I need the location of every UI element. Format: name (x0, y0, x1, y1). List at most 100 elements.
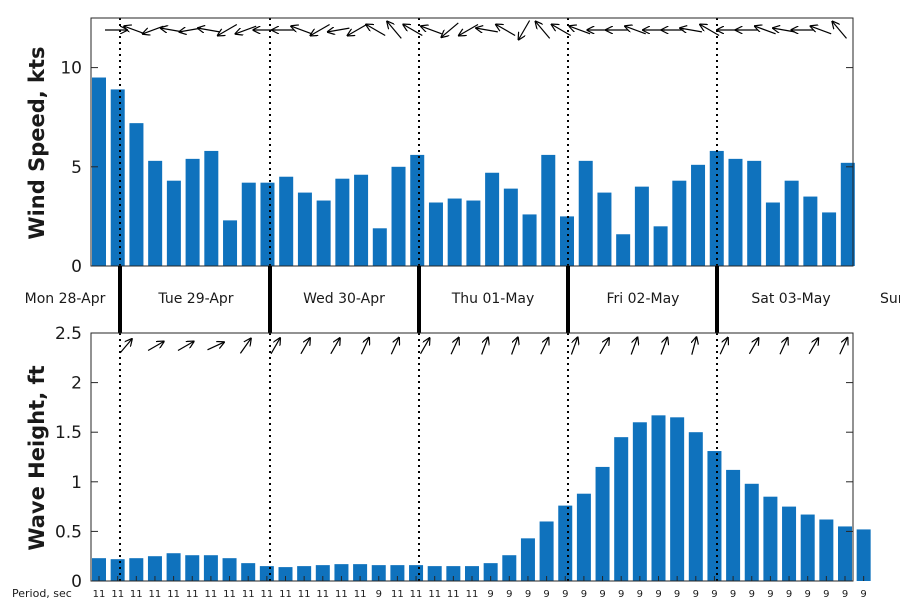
wind-direction-arrow (755, 26, 776, 35)
wind-direction-arrow (569, 26, 591, 35)
wave-bar (800, 514, 815, 581)
period-value: 9 (599, 589, 605, 600)
wave-bar (203, 555, 218, 581)
wind-bar (840, 162, 855, 266)
period-value: 9 (711, 589, 717, 600)
y-tick-label: 2.5 (55, 324, 82, 344)
wave-bar (576, 493, 591, 581)
period-value: 9 (749, 589, 755, 600)
y-tick-label: 1 (71, 473, 82, 493)
period-value: 9 (487, 589, 493, 600)
period-value: 9 (767, 589, 773, 600)
wind-direction-arrow (291, 26, 313, 35)
wind-direction-arrow (143, 25, 164, 34)
wave-bar (353, 564, 368, 581)
period-value: 9 (637, 589, 643, 600)
wind-bar (110, 89, 125, 266)
day-boundary-bar (566, 266, 570, 333)
day-label: Tue 29-Apr (157, 291, 233, 307)
period-value: 9 (823, 589, 829, 600)
wind-direction-arrow (773, 28, 795, 32)
wind-bar (597, 192, 612, 266)
wind-bar (503, 188, 518, 266)
wave-direction-arrows (119, 337, 847, 355)
wave-direction-arrow (540, 338, 549, 355)
day-label: Fri 02-May (607, 291, 680, 307)
wave-bar (856, 529, 871, 581)
day-boundary-bar (417, 266, 421, 333)
wind-bar (784, 180, 799, 266)
wind-direction-arrow (459, 23, 479, 36)
wind-bar (691, 164, 706, 266)
wave-bar (539, 521, 554, 581)
period-value: 11 (298, 589, 311, 600)
day-label: Wed 30-Apr (303, 291, 385, 307)
wave-bars (92, 415, 871, 581)
y-tick-label: 0 (71, 572, 82, 592)
wind-bar (485, 172, 500, 266)
wind-direction-arrow (832, 22, 847, 39)
wind-bar (410, 154, 425, 266)
wave-bar (166, 553, 181, 581)
wind-bar (672, 180, 687, 266)
wind-bar (466, 200, 481, 266)
wave-bar (315, 565, 330, 581)
wind-direction-arrow (403, 25, 423, 37)
wave-bar (819, 519, 834, 581)
wind-direction-arrow (519, 20, 531, 40)
day-label: Sat 03-May (751, 291, 830, 307)
wind-direction-arrow (198, 28, 220, 32)
y-tick-label: 2 (71, 374, 82, 394)
wave-bar (520, 538, 535, 581)
wind-direction-arrow (387, 22, 402, 39)
wind-bar (372, 228, 387, 266)
y-tick-label: 5 (71, 158, 82, 178)
wave-bar (744, 483, 759, 581)
wave-direction-arrow (207, 342, 224, 351)
wave-direction-arrow (748, 338, 758, 355)
wave-bar (558, 505, 573, 581)
wind-bar (634, 186, 649, 266)
wave-bar (390, 565, 405, 581)
wave-bar (110, 559, 125, 581)
wave-direction-arrow (630, 338, 637, 355)
wave-bar (147, 556, 162, 581)
period-value: 9 (730, 589, 736, 600)
day-boundary-bar (268, 266, 272, 333)
wind-direction-arrow (536, 22, 551, 39)
wave-direction-arrow (481, 338, 488, 355)
period-value: 11 (223, 589, 236, 600)
wind-bar (391, 166, 406, 266)
period-value: 9 (618, 589, 624, 600)
wave-direction-arrow (692, 337, 697, 355)
wave-bar (92, 558, 106, 581)
wave-bar (185, 555, 200, 581)
day-boundary-bar (715, 266, 719, 333)
wind-bar (747, 160, 762, 266)
period-value: 9 (655, 589, 661, 600)
period-value: 11 (354, 589, 367, 600)
wind-bar (316, 200, 331, 266)
wave-direction-arrow (419, 338, 430, 355)
wave-bar (651, 415, 666, 581)
wind-bar (616, 234, 631, 266)
wave-direction-arrow (300, 338, 310, 355)
wind-direction-arrow (179, 28, 202, 32)
wave-direction-arrow (570, 338, 577, 355)
wind-direction-arrow (348, 23, 367, 36)
wave-bar (465, 566, 479, 581)
wind-bar (765, 202, 780, 266)
wind-bar (223, 220, 238, 266)
period-value: 11 (466, 589, 479, 600)
day-label: Thu 01-May (451, 291, 535, 307)
wind-bar (335, 178, 350, 266)
wave-bar (446, 566, 461, 581)
wave-bar (502, 555, 517, 581)
period-value: 11 (205, 589, 218, 600)
wave-direction-arrow (270, 338, 280, 355)
wave-bar (334, 564, 349, 581)
wind-bar (522, 214, 537, 266)
wind-direction-arrow (218, 23, 238, 36)
